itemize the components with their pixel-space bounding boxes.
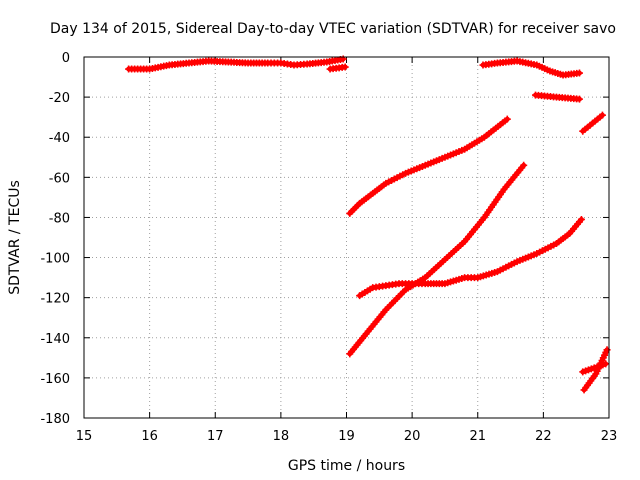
series-6 (346, 161, 528, 358)
series-2 (326, 63, 349, 73)
series-10 (579, 360, 610, 376)
x-tick-label: 19 (338, 429, 355, 444)
x-tick-label: 20 (404, 429, 421, 444)
grid-lines (84, 57, 609, 418)
y-tick-label: -120 (40, 292, 70, 307)
y-tick-label: -60 (49, 171, 70, 186)
data-point (598, 111, 606, 119)
x-tick-labels: 15 16 17 18 19 20 21 22 23 (76, 429, 618, 444)
x-tick-label: 15 (76, 429, 93, 444)
chart-title: Day 134 of 2015, Sidereal Day-to-day VTE… (50, 21, 616, 37)
y-tick-labels: 0 -20 -40 -60 -80 -100 -120 -140 -160 -180 (40, 51, 70, 427)
data-point (503, 115, 511, 123)
x-tick-label: 23 (601, 429, 618, 444)
y-tick-label: -80 (49, 211, 70, 226)
y-axis-label: SDTVAR / TECUs (7, 180, 23, 295)
x-tick-label: 17 (207, 429, 224, 444)
data-point (577, 215, 585, 223)
x-tick-label: 18 (273, 429, 290, 444)
series-5 (346, 115, 511, 217)
series-7 (356, 215, 585, 300)
data-point (520, 161, 528, 169)
y-tick-label: -140 (40, 332, 70, 347)
series-3 (479, 57, 583, 79)
series-4 (532, 91, 583, 103)
data-point (341, 63, 349, 71)
plot-frame (83, 56, 610, 419)
x-tick-label: 22 (535, 429, 552, 444)
data-point (575, 95, 583, 103)
series-8 (579, 111, 606, 135)
y-tick-label: -180 (40, 412, 70, 427)
data-series (125, 55, 611, 394)
data-point (575, 69, 583, 77)
data-point (602, 360, 610, 368)
y-tick-label: 0 (62, 51, 70, 66)
y-tick-label: -100 (40, 252, 70, 267)
x-axis-label: GPS time / hours (288, 458, 405, 474)
y-tick-label: -160 (40, 372, 70, 387)
x-tick-label: 16 (141, 429, 158, 444)
y-tick-label: -40 (49, 131, 70, 146)
y-tick-label: -20 (49, 91, 70, 106)
series-1 (125, 55, 347, 73)
x-tick-label: 21 (469, 429, 486, 444)
